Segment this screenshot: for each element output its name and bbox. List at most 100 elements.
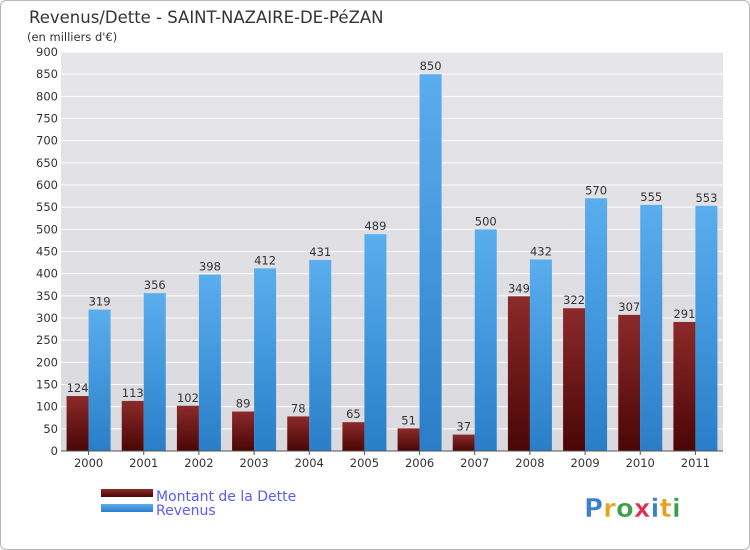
value-label-dette: 322 bbox=[563, 293, 585, 307]
value-label-revenus: 850 bbox=[420, 59, 442, 73]
value-labels: 124 319 113 356 102 398 89 412 78 431 65 489 51 850 37… bbox=[67, 59, 718, 433]
x-tick-label: 2011 bbox=[681, 456, 710, 470]
value-label-dette: 307 bbox=[618, 300, 640, 314]
y-tick-label: 800 bbox=[36, 89, 58, 103]
y-tick-label: 500 bbox=[36, 222, 58, 236]
bar-revenus bbox=[419, 74, 442, 452]
logo-letter: o bbox=[616, 494, 634, 524]
chart-title: Revenus/Dette - SAINT-NAZAIRE-DE-PéZAN bbox=[29, 8, 384, 27]
legend-label-debt: Montant de la Dette bbox=[156, 489, 296, 505]
bar-revenus bbox=[695, 205, 718, 451]
value-label-revenus: 489 bbox=[364, 219, 386, 233]
bar-dette bbox=[232, 411, 255, 451]
y-tick-label: 300 bbox=[36, 311, 58, 325]
logo-letter: P bbox=[584, 494, 603, 524]
bar-revenus bbox=[88, 309, 111, 451]
y-tick-label: 50 bbox=[43, 422, 58, 436]
bar-dette bbox=[673, 321, 696, 451]
value-label-revenus: 500 bbox=[475, 214, 497, 228]
x-tick-label: 2004 bbox=[295, 456, 324, 470]
value-label-dette: 37 bbox=[456, 420, 471, 434]
x-tick-label: 2005 bbox=[350, 456, 379, 470]
y-tick-label: 150 bbox=[36, 378, 58, 392]
chart-subtitle: (en milliers d'€) bbox=[27, 30, 117, 44]
y-tick-label: 750 bbox=[36, 112, 58, 126]
value-label-dette: 124 bbox=[67, 381, 89, 395]
bar-dette bbox=[121, 400, 144, 451]
y-tick-label: 600 bbox=[36, 178, 58, 192]
bar-dette bbox=[618, 314, 641, 451]
value-label-revenus: 398 bbox=[199, 260, 221, 274]
x-tick-label: 2000 bbox=[74, 456, 103, 470]
x-tick-label: 2002 bbox=[184, 456, 213, 470]
gridlines bbox=[61, 51, 723, 430]
logo-letter: i bbox=[672, 494, 681, 524]
y-tick-label: 900 bbox=[36, 45, 58, 59]
x-tick-label: 2001 bbox=[129, 456, 158, 470]
value-label-revenus: 553 bbox=[695, 191, 717, 205]
bar-revenus bbox=[364, 234, 387, 451]
y-tick-label: 550 bbox=[36, 200, 58, 214]
bars bbox=[66, 74, 718, 452]
legend-swatch-revenus bbox=[101, 504, 153, 512]
y-tick-label: 250 bbox=[36, 333, 58, 347]
bar-revenus bbox=[198, 274, 221, 451]
bar-dette bbox=[563, 308, 586, 451]
bar-revenus bbox=[585, 198, 608, 451]
legend-label-revenus: Revenus bbox=[156, 503, 216, 519]
bar-dette bbox=[66, 396, 89, 451]
value-label-dette: 349 bbox=[508, 281, 530, 295]
logo-letter: i bbox=[651, 494, 660, 524]
logo-text: Proxiti bbox=[584, 494, 681, 524]
legend-swatch-debt bbox=[101, 489, 153, 497]
x-tick-label: 2008 bbox=[515, 456, 544, 470]
y-tick-label: 0 bbox=[51, 444, 58, 458]
value-label-dette: 113 bbox=[122, 386, 144, 400]
logo-letter: r bbox=[603, 494, 616, 524]
bar-revenus bbox=[474, 229, 497, 451]
bar-dette bbox=[452, 434, 475, 451]
y-tick-label: 200 bbox=[36, 355, 58, 369]
value-label-revenus: 555 bbox=[640, 190, 662, 204]
bar-revenus bbox=[143, 293, 166, 451]
value-label-revenus: 412 bbox=[254, 253, 276, 267]
logo-letter: t bbox=[659, 494, 671, 524]
y-tick-label: 850 bbox=[36, 67, 58, 81]
value-label-dette: 65 bbox=[346, 407, 361, 421]
bar-dette bbox=[507, 296, 530, 451]
value-label-dette: 291 bbox=[673, 307, 695, 321]
y-tick-label: 350 bbox=[36, 289, 58, 303]
x-axis-ticks: 2000 2001 2002 2003 2004 2005 2006 2007 2008 2009… bbox=[74, 451, 710, 470]
value-label-revenus: 319 bbox=[89, 295, 111, 309]
value-label-dette: 51 bbox=[401, 413, 416, 427]
bar-dette bbox=[342, 422, 365, 451]
value-label-dette: 89 bbox=[236, 397, 251, 411]
logo-letter: x bbox=[634, 494, 651, 524]
bar-dette bbox=[397, 428, 420, 451]
x-tick-label: 2009 bbox=[570, 456, 599, 470]
bar-dette bbox=[176, 405, 199, 451]
value-label-revenus: 570 bbox=[585, 183, 607, 197]
bar-revenus bbox=[309, 259, 332, 451]
y-tick-label: 400 bbox=[36, 267, 58, 281]
x-tick-label: 2006 bbox=[405, 456, 434, 470]
y-tick-label: 700 bbox=[36, 134, 58, 148]
y-tick-label: 650 bbox=[36, 156, 58, 170]
x-tick-label: 2010 bbox=[626, 456, 655, 470]
legend: Montant de la Dette Revenus bbox=[101, 489, 296, 519]
bar-revenus bbox=[640, 204, 663, 451]
proxiti-logo: Proxiti bbox=[584, 494, 681, 525]
y-tick-label: 100 bbox=[36, 400, 58, 414]
bar-dette bbox=[287, 416, 310, 451]
value-label-revenus: 432 bbox=[530, 244, 552, 258]
y-tick-label: 450 bbox=[36, 245, 58, 259]
value-label-dette: 78 bbox=[291, 401, 306, 415]
bar-revenus bbox=[529, 259, 552, 451]
value-label-dette: 102 bbox=[177, 391, 199, 405]
x-tick-label: 2007 bbox=[460, 456, 489, 470]
y-axis-ticks: 0 50 100 150 200 250 300 350 400 450 500 550 600 650 7… bbox=[36, 45, 58, 458]
x-tick-label: 2003 bbox=[239, 456, 268, 470]
value-label-revenus: 356 bbox=[144, 278, 166, 292]
